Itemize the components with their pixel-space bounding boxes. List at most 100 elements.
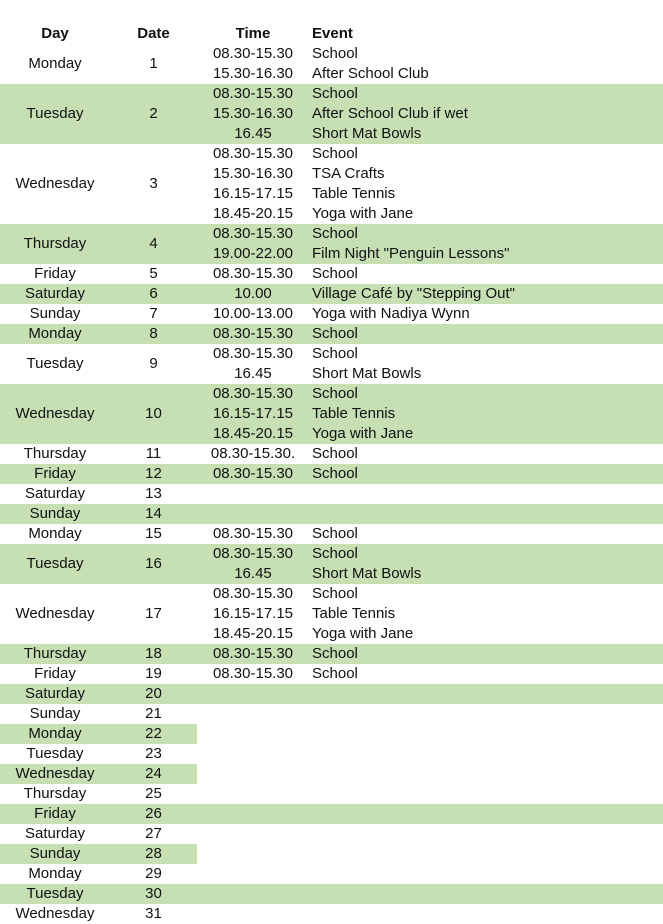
day-date: 19 xyxy=(145,665,162,682)
event-name: School xyxy=(312,545,358,562)
day-date: 1 xyxy=(149,55,158,72)
event-name: School xyxy=(312,465,358,482)
day-row: Tuesday 9 08.30-15.30 School 16.45 Short Mat … xyxy=(0,344,663,384)
day-name: Thursday xyxy=(23,445,87,462)
event-name: School xyxy=(312,325,358,342)
event-name: School xyxy=(312,645,358,662)
event-line: 16.45 Short Mat Bowls xyxy=(0,124,663,144)
event-time: 08.30-15.30 xyxy=(212,265,294,282)
day-name: Monday xyxy=(28,55,82,72)
event-line: 08.30-15.30 School xyxy=(0,44,663,64)
event-name: Yoga with Nadiya Wynn xyxy=(312,305,470,322)
event-name: School xyxy=(312,525,358,542)
event-time: 08.30-15.30 xyxy=(212,665,294,682)
event-time: 08.30-15.30 xyxy=(212,545,294,562)
day-name: Saturday xyxy=(24,485,86,502)
event-name: School xyxy=(312,225,358,242)
day-name: Tuesday xyxy=(26,885,84,902)
header-time: Time xyxy=(235,25,271,42)
day-row: Monday 22 xyxy=(0,724,663,744)
event-line: 10.00-13.00 Yoga with Nadiya Wynn xyxy=(0,304,663,324)
event-name: Village Café by "Stepping Out" xyxy=(312,285,515,302)
day-date: 27 xyxy=(145,825,162,842)
event-time: 16.45 xyxy=(234,125,272,142)
event-name: Yoga with Jane xyxy=(312,205,414,222)
event-name: School xyxy=(312,445,358,462)
event-name: School xyxy=(312,265,358,282)
day-date: 9 xyxy=(149,355,158,372)
day-row: Thursday 4 08.30-15.30 School 19.00-22.00 Fil… xyxy=(0,224,663,264)
day-date: 24 xyxy=(145,765,162,782)
day-row: Tuesday 23 xyxy=(0,744,663,764)
event-name: After School Club if wet xyxy=(312,105,468,122)
event-name: School xyxy=(312,665,358,682)
event-name: School xyxy=(312,45,358,62)
event-time: 08.30-15.30 xyxy=(212,385,294,402)
header-event: Event xyxy=(312,25,353,42)
day-date: 12 xyxy=(145,465,162,482)
table-header: Day Date Time Event xyxy=(0,24,663,44)
event-line: 08.30-15.30 School xyxy=(0,224,663,244)
event-time: 08.30-15.30. xyxy=(210,445,296,462)
event-name: School xyxy=(312,385,358,402)
event-line: 08.30-15.30 School xyxy=(0,384,663,404)
event-line: 18.45-20.15 Yoga with Jane xyxy=(0,624,663,644)
day-row: Wednesday 10 08.30-15.30 School 16.15-17.15 T… xyxy=(0,384,663,444)
event-name: Yoga with Jane xyxy=(312,425,414,442)
event-line: 08.30-15.30 School xyxy=(0,664,663,684)
day-name: Wednesday xyxy=(15,765,95,782)
day-date: 13 xyxy=(145,485,162,502)
day-row: Thursday 11 08.30-15.30. School xyxy=(0,444,663,464)
day-date: 25 xyxy=(145,785,162,802)
event-name: Table Tennis xyxy=(312,405,396,422)
day-date: 28 xyxy=(145,845,162,862)
event-name: Table Tennis xyxy=(312,185,396,202)
event-time: 08.30-15.30 xyxy=(212,525,294,542)
day-date: 23 xyxy=(145,745,162,762)
day-row: Monday 15 08.30-15.30 School xyxy=(0,524,663,544)
day-row: Monday 29 xyxy=(0,864,663,884)
day-row: Friday 5 08.30-15.30 School xyxy=(0,264,663,284)
day-date: 20 xyxy=(145,685,162,702)
day-name: Sunday xyxy=(29,305,81,322)
event-line: 08.30-15.30 School xyxy=(0,544,663,564)
event-line: 16.15-17.15 Table Tennis xyxy=(0,604,663,624)
event-time: 15.30-16.30 xyxy=(212,165,294,182)
event-time: 08.30-15.30 xyxy=(212,345,294,362)
event-name: Short Mat Bowls xyxy=(312,125,422,142)
event-line: 18.45-20.15 Yoga with Jane xyxy=(0,204,663,224)
event-line: 08.30-15.30 School xyxy=(0,464,663,484)
day-name: Monday xyxy=(28,525,82,542)
event-name: TSA Crafts xyxy=(312,165,385,182)
day-name: Friday xyxy=(34,805,76,822)
day-date: 30 xyxy=(145,885,162,902)
event-time: 16.15-17.15 xyxy=(212,405,294,422)
day-row: Sunday 21 xyxy=(0,704,663,724)
header-day: Day xyxy=(41,25,69,42)
event-line: 18.45-20.15 Yoga with Jane xyxy=(0,424,663,444)
event-line: 16.45 Short Mat Bowls xyxy=(0,564,663,584)
day-row: Sunday 28 xyxy=(0,844,663,864)
event-time: 15.30-16.30 xyxy=(212,105,294,122)
day-date: 5 xyxy=(149,265,158,282)
event-line: 08.30-15.30 School xyxy=(0,324,663,344)
day-row: Wednesday 24 xyxy=(0,764,663,784)
day-row: Tuesday 16 08.30-15.30 School 16.45 Short Mat… xyxy=(0,544,663,584)
event-time: 16.45 xyxy=(234,565,272,582)
event-name: School xyxy=(312,85,358,102)
day-name: Sunday xyxy=(29,505,81,522)
day-date: 18 xyxy=(145,645,162,662)
day-name: Tuesday xyxy=(26,745,84,762)
day-name: Monday xyxy=(28,325,82,342)
day-date: 16 xyxy=(145,555,162,572)
event-line: 08.30-15.30. School xyxy=(0,444,663,464)
day-date: 11 xyxy=(145,445,162,462)
day-row: Thursday 25 xyxy=(0,784,663,804)
event-time: 08.30-15.30 xyxy=(212,45,294,62)
event-line: 16.15-17.15 Table Tennis xyxy=(0,404,663,424)
day-row: Friday 19 08.30-15.30 School xyxy=(0,664,663,684)
day-name: Tuesday xyxy=(26,355,84,372)
day-row: Friday 26 xyxy=(0,804,663,824)
event-line: 08.30-15.30 School xyxy=(0,84,663,104)
day-date: 10 xyxy=(145,405,162,422)
